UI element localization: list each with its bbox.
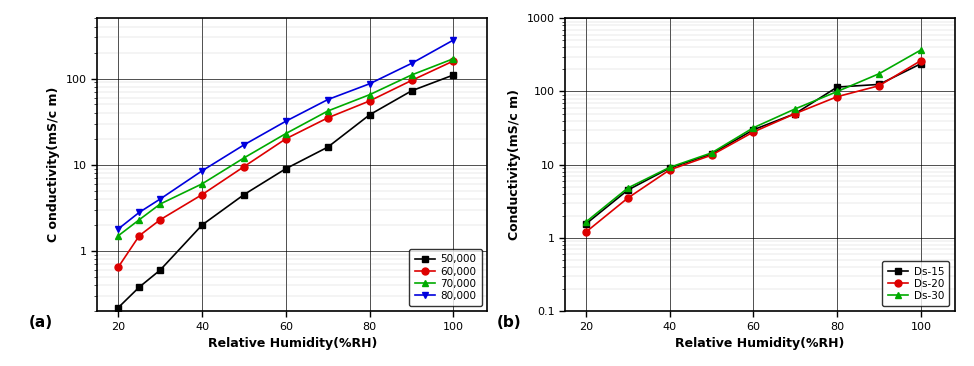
- Line: Ds-30: Ds-30: [582, 46, 924, 225]
- 80,000: [322, 97, 334, 102]
- Ds-15: [622, 188, 634, 192]
- Ds-15: [916, 61, 927, 66]
- Ds-30: [748, 126, 760, 130]
- Ds-15: [874, 82, 885, 87]
- X-axis label: Relative Humidity(%RH): Relative Humidity(%RH): [207, 337, 377, 350]
- 70,000: [448, 56, 460, 61]
- 50,000: [281, 167, 292, 171]
- Line: 80,000: 80,000: [115, 37, 457, 232]
- 80,000: [364, 82, 376, 86]
- Ds-20: [748, 130, 760, 134]
- Line: Ds-15: Ds-15: [582, 60, 924, 227]
- Ds-30: [706, 151, 718, 155]
- Ds-20: [832, 94, 843, 99]
- 50,000: [448, 73, 460, 77]
- Line: 70,000: 70,000: [115, 55, 457, 239]
- Ds-20: [622, 196, 634, 200]
- Ds-20: [874, 83, 885, 88]
- Ds-30: [664, 165, 676, 169]
- 50,000: [322, 145, 334, 149]
- 70,000: [113, 234, 125, 238]
- 70,000: [197, 182, 208, 186]
- Text: (b): (b): [497, 315, 521, 330]
- 60,000: [406, 78, 418, 83]
- Ds-20: [916, 58, 927, 63]
- Ds-20: [581, 230, 592, 234]
- 80,000: [281, 119, 292, 123]
- 50,000: [155, 268, 167, 272]
- X-axis label: Relative Humidity(%RH): Relative Humidity(%RH): [675, 337, 844, 350]
- 80,000: [113, 227, 125, 231]
- 80,000: [448, 38, 460, 42]
- 70,000: [406, 73, 418, 77]
- 50,000: [113, 305, 125, 310]
- Line: 50,000: 50,000: [115, 71, 457, 311]
- Ds-30: [832, 89, 843, 94]
- 50,000: [406, 89, 418, 93]
- 60,000: [197, 193, 208, 197]
- Line: 60,000: 60,000: [115, 57, 457, 270]
- Y-axis label: C onductivity(mS/c m): C onductivity(mS/c m): [48, 87, 60, 242]
- 50,000: [239, 193, 250, 197]
- 60,000: [239, 164, 250, 169]
- 80,000: [197, 169, 208, 173]
- 70,000: [364, 93, 376, 97]
- Y-axis label: Conductivity(mS/c m): Conductivity(mS/c m): [508, 89, 521, 240]
- Line: Ds-20: Ds-20: [582, 57, 924, 236]
- 80,000: [133, 210, 145, 214]
- Ds-20: [664, 168, 676, 172]
- 50,000: [133, 285, 145, 289]
- 60,000: [448, 59, 460, 63]
- Ds-15: [706, 152, 718, 156]
- 60,000: [133, 234, 145, 238]
- Ds-30: [916, 48, 927, 52]
- Ds-15: [832, 85, 843, 89]
- 50,000: [364, 112, 376, 117]
- Legend: Ds-15, Ds-20, Ds-30: Ds-15, Ds-20, Ds-30: [882, 261, 950, 306]
- 80,000: [239, 143, 250, 147]
- 60,000: [281, 137, 292, 141]
- 70,000: [322, 109, 334, 113]
- 80,000: [406, 61, 418, 66]
- Ds-15: [581, 222, 592, 226]
- Ds-30: [790, 107, 802, 111]
- 60,000: [155, 217, 167, 222]
- Text: (a): (a): [29, 315, 54, 330]
- Ds-30: [874, 71, 885, 76]
- Ds-15: [748, 128, 760, 132]
- Ds-20: [706, 153, 718, 157]
- 60,000: [322, 116, 334, 120]
- 70,000: [281, 131, 292, 136]
- Ds-30: [581, 220, 592, 224]
- 50,000: [197, 223, 208, 227]
- Ds-15: [790, 111, 802, 116]
- 60,000: [113, 265, 125, 269]
- Ds-30: [622, 186, 634, 190]
- 80,000: [155, 197, 167, 201]
- 70,000: [239, 156, 250, 160]
- Ds-15: [664, 166, 676, 170]
- Ds-20: [790, 111, 802, 116]
- 60,000: [364, 99, 376, 103]
- 70,000: [155, 202, 167, 206]
- Legend: 50,000, 60,000, 70,000, 80,000: 50,000, 60,000, 70,000, 80,000: [409, 249, 482, 306]
- 70,000: [133, 217, 145, 222]
